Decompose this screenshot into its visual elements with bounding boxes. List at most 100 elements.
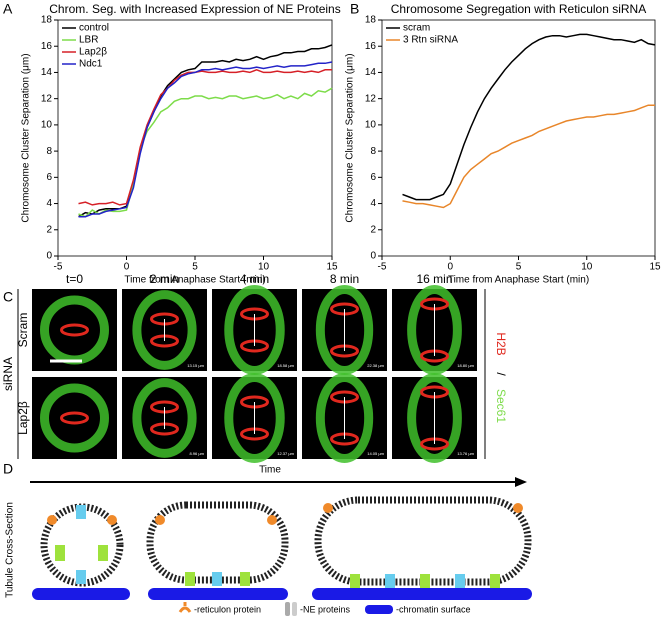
y-tick-label: 18: [365, 15, 377, 26]
reticulon: [323, 503, 333, 513]
x-tick-label: 10: [581, 262, 593, 273]
x-tick-label: -5: [54, 262, 63, 273]
time-label: t=0: [66, 272, 83, 286]
y-tick-label: 0: [370, 251, 376, 262]
measurement: 18.58 µm: [277, 363, 294, 368]
legend-label: 3 Rtn siRNA: [403, 35, 458, 46]
measurement: 8.96 µm: [189, 451, 204, 456]
ne-protein: [490, 574, 500, 588]
microscopy-panel: t=0 2 min 4 min 8 min 16 min Scram 13.15 µm 18.…: [1, 272, 508, 463]
series-line: [78, 87, 333, 218]
legend-icon: [292, 602, 297, 616]
cell-er: [132, 378, 197, 458]
cell-er: [132, 290, 197, 370]
ne-protein: [350, 574, 360, 588]
ne-protein: [98, 545, 108, 561]
y-tick-label: 14: [365, 67, 377, 78]
y-tick-label: 8: [46, 146, 52, 157]
legend-label: control: [79, 23, 109, 34]
cell-er: [224, 373, 285, 463]
y-tick-label: 10: [365, 120, 377, 131]
legend-label: scram: [403, 23, 430, 34]
ne-protein: [240, 572, 250, 586]
measurement: 22.38 µm: [367, 363, 384, 368]
measurement: 12.37 µm: [277, 451, 294, 456]
cell-er: [224, 285, 285, 375]
legend-label: Ndc1: [79, 59, 103, 70]
chromatin: [60, 411, 89, 425]
reticulon: [107, 515, 117, 525]
stain-label: Sec61: [494, 389, 508, 423]
x-tick-label: 15: [326, 262, 338, 273]
ne-protein: [76, 570, 86, 584]
y-tick-label: 16: [365, 41, 377, 52]
y-tick-label: 12: [365, 93, 377, 104]
diagram-panel: Time Tubule Cross-Section -reticulon pro…: [5, 465, 532, 616]
stain-label: H2B: [494, 332, 508, 355]
panel-label: B: [350, 1, 359, 17]
time-label: 2 min: [150, 272, 179, 286]
y-tick-label: 2: [370, 224, 376, 235]
x-tick-label: 0: [124, 262, 130, 273]
y-tick-label: 10: [41, 120, 53, 131]
measurement: 13.15 µm: [187, 363, 204, 368]
ne-protein: [185, 572, 195, 586]
legend-icon: [285, 602, 290, 616]
series-line: [402, 104, 655, 209]
time-label: Time: [259, 465, 281, 476]
x-axis-label: Time from Anaphase Start (min): [124, 275, 265, 286]
legend-label: LBR: [79, 35, 98, 46]
y-axis-label: Chromosome Cluster Separation (μm): [21, 53, 32, 222]
cell-er: [315, 373, 374, 463]
panel-label: A: [3, 1, 13, 17]
x-tick-label: 5: [516, 262, 522, 273]
cell-er: [315, 285, 374, 375]
axis-label: Tubule Cross-Section: [5, 502, 16, 598]
y-tick-label: 6: [370, 172, 376, 183]
ne-protein: [385, 574, 395, 588]
panel-label: D: [3, 461, 13, 477]
ne-group: [55, 545, 500, 588]
reticulon: [155, 515, 165, 525]
chart-title: Chrom. Seg. with Increased Expression of…: [49, 2, 340, 16]
time-label: 16 min: [416, 272, 452, 286]
y-tick-label: 18: [41, 15, 53, 26]
legend-icon: [365, 605, 393, 614]
measurement: 13.76 µm: [457, 451, 474, 456]
reticulon: [47, 515, 57, 525]
series-line: [402, 33, 656, 201]
cell-er: [407, 285, 462, 375]
x-tick-label: 5: [192, 262, 198, 273]
y-tick-label: 2: [46, 224, 52, 235]
x-tick-label: -5: [378, 262, 387, 273]
y-tick-label: 4: [370, 198, 376, 209]
reticulon: [267, 515, 277, 525]
ne-protein: [420, 574, 430, 588]
x-tick-label: 10: [258, 262, 270, 273]
arrow-head: [515, 477, 527, 487]
time-label: 4 min: [240, 272, 269, 286]
measurement: 14.05 µm: [367, 451, 384, 456]
panel-label: C: [3, 289, 13, 305]
y-tick-label: 16: [41, 41, 53, 52]
series-line: [78, 44, 333, 218]
ne-group: [76, 505, 465, 588]
chromatin: [312, 588, 532, 600]
x-tick-label: 0: [447, 262, 453, 273]
tubule: [40, 503, 124, 587]
y-tick-label: 0: [46, 251, 52, 262]
chart-title: Chromosome Segregation with Reticulon si…: [391, 2, 646, 16]
series-line: [78, 61, 333, 218]
stain-label: /: [494, 372, 508, 376]
y-tick-label: 12: [41, 93, 53, 104]
y-tick-label: 6: [46, 172, 52, 183]
tubule: [314, 496, 532, 586]
ne-protein: [55, 545, 65, 561]
cell-er: [407, 373, 462, 463]
chromatin: [60, 323, 89, 337]
x-axis-label: Time from Anaphase Start (min): [448, 275, 589, 286]
cell-er: [40, 383, 109, 453]
y-tick-label: 14: [41, 67, 53, 78]
row-label: Lap2β: [16, 401, 30, 435]
